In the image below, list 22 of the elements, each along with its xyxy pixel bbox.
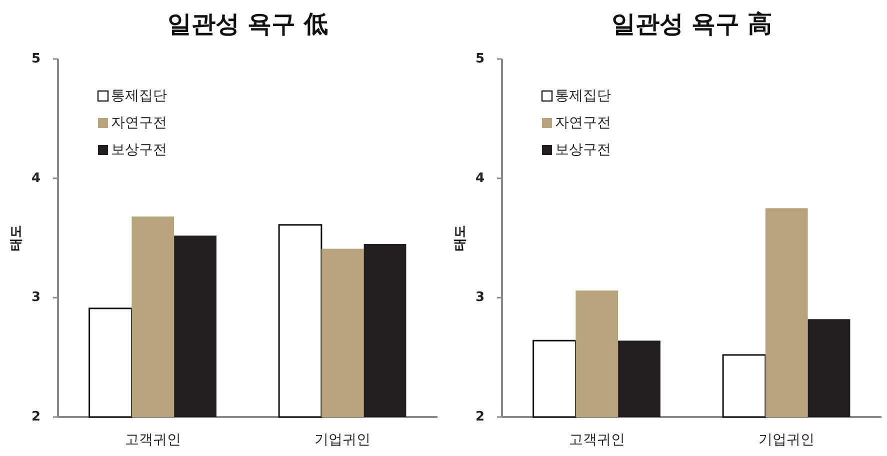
chart-title: 일관성 욕구 低 [167,10,328,38]
x-tick-label: 기업귀인 [314,432,371,448]
y-tick-label: 2 [31,410,41,424]
y-axis-title: 태도 [9,225,24,251]
chart-title: 일관성 욕구 高 [610,10,772,38]
y-tick-label: 4 [474,170,484,186]
y-tick-label: 3 [474,290,484,306]
y-tick-label: 2 [474,410,484,424]
x-tick-label: 고객귀인 [124,432,181,448]
legend-label: 보상구전 [111,142,167,158]
legend-label: 자연구전 [554,115,610,131]
y-tick-label: 5 [31,52,41,66]
y-axis-title: 태도 [452,225,468,251]
y-tick-label: 3 [31,290,41,306]
x-tick-label: 기업귀인 [758,432,814,448]
legend-label: 자연구전 [111,115,167,131]
legend-label: 통제집단 [554,88,610,104]
legend-label: 통제집단 [111,88,167,104]
y-tick-label: 5 [474,52,484,66]
legend-label: 보상구전 [554,142,610,158]
y-tick-label: 4 [31,170,41,186]
x-tick-label: 고객귀인 [568,432,624,448]
